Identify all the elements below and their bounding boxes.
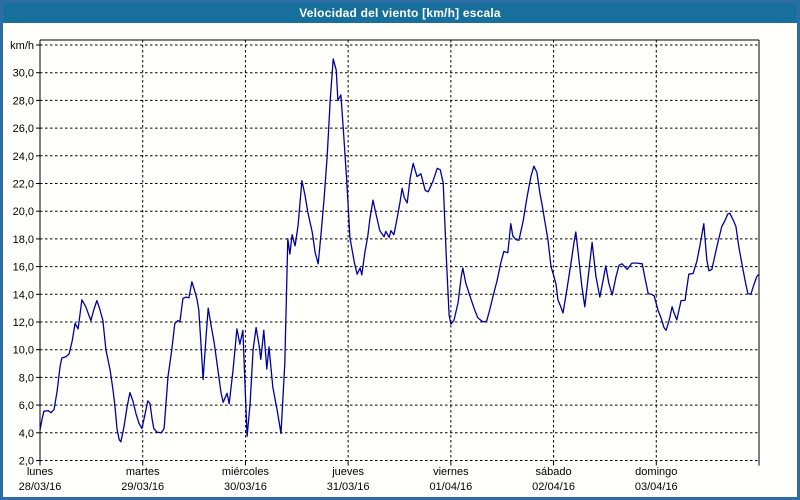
svg-text:martes: martes (126, 466, 160, 478)
svg-text:lunes: lunes (27, 466, 54, 478)
svg-text:domingo: domingo (635, 466, 677, 478)
svg-text:24,0: 24,0 (13, 151, 34, 163)
svg-text:28,0: 28,0 (13, 95, 34, 107)
svg-text:31/03/16: 31/03/16 (327, 481, 370, 493)
svg-text:22,0: 22,0 (13, 179, 34, 191)
wind-speed-line (39, 58, 760, 443)
svg-text:28/03/16: 28/03/16 (19, 481, 62, 493)
svg-text:6,0: 6,0 (19, 400, 34, 412)
page-title: Velocidad del viento [km/h] escala (299, 6, 501, 20)
axis-ticks (36, 44, 760, 466)
svg-text:jueves: jueves (331, 466, 364, 478)
svg-text:20,0: 20,0 (13, 206, 34, 218)
x-axis-labels: lunes 28/03/16 martes 29/03/16 miércoles 30/0… (19, 466, 678, 493)
grid-lines (40, 40, 759, 461)
svg-text:viernes: viernes (433, 466, 469, 478)
svg-text:km/h: km/h (10, 40, 34, 52)
svg-text:10,0: 10,0 (13, 345, 34, 357)
svg-text:4,0: 4,0 (19, 428, 34, 440)
svg-text:8,0: 8,0 (19, 372, 34, 384)
svg-text:2,0: 2,0 (19, 456, 34, 468)
svg-text:26,0: 26,0 (13, 123, 34, 135)
wind-speed-chart: km/h 30,0 28,0 26,0 24,0 22,0 20,0 18,0 16,0 14,0… (10, 39, 760, 493)
svg-text:sábado: sábado (536, 466, 572, 478)
svg-text:29/03/16: 29/03/16 (121, 481, 164, 493)
svg-text:18,0: 18,0 (13, 234, 34, 246)
svg-text:01/04/16: 01/04/16 (429, 481, 472, 493)
svg-text:02/04/16: 02/04/16 (532, 481, 575, 493)
svg-text:12,0: 12,0 (13, 317, 34, 329)
title-bar: Velocidad del viento [km/h] escala (3, 3, 797, 23)
svg-text:03/04/16: 03/04/16 (635, 481, 678, 493)
y-axis-labels: km/h 30,0 28,0 26,0 24,0 22,0 20,0 18,0 16,0 14,0… (10, 40, 34, 468)
svg-text:14,0: 14,0 (13, 289, 34, 301)
plot-frame (39, 39, 760, 461)
svg-text:30/03/16: 30/03/16 (224, 481, 267, 493)
svg-text:16,0: 16,0 (13, 262, 34, 274)
svg-text:30,0: 30,0 (13, 68, 34, 80)
svg-text:miércoles: miércoles (222, 466, 270, 478)
